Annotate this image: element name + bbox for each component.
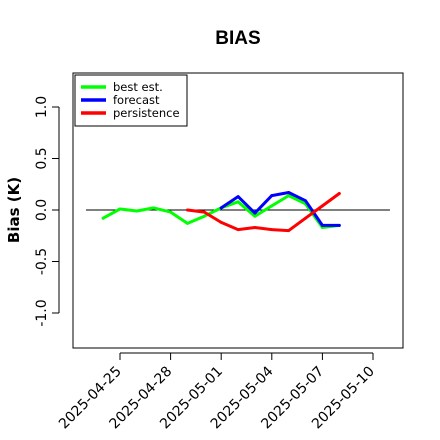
data-point-best-est [186, 221, 189, 225]
y-tick-label: 0.0 [34, 199, 50, 221]
data-point-best-est [287, 194, 291, 197]
data-point-best-est [118, 207, 122, 211]
x-axis: 2025-04-252025-04-282025-05-012025-05-04… [56, 352, 378, 432]
chart-title: BIAS [215, 28, 260, 49]
data-point-best-est [101, 216, 105, 220]
data-point-forecast [270, 194, 274, 197]
y-tick-label: -0.5 [34, 248, 50, 275]
data-point-persistence [287, 229, 291, 233]
data-point-forecast [287, 191, 291, 194]
data-point-persistence [219, 220, 223, 224]
data-point-persistence [186, 208, 189, 212]
y-tick-label: 0.5 [34, 147, 50, 169]
data-point-best-est [169, 210, 173, 214]
y-tick-label: -1.0 [34, 299, 50, 326]
data-point-forecast [304, 199, 307, 203]
data-point-best-est [202, 214, 206, 218]
data-point-best-est [135, 209, 139, 213]
data-point-forecast [321, 224, 324, 227]
data-point-best-est [152, 206, 156, 210]
data-point-forecast [337, 224, 341, 227]
y-tick-label: 1.0 [34, 96, 50, 118]
data-point-persistence [270, 228, 274, 231]
data-point-persistence [337, 192, 341, 195]
series-line-persistence [186, 192, 341, 233]
plot-area-frame [72, 72, 404, 349]
data-point-best-est [253, 214, 257, 218]
series-line-forecast [219, 191, 341, 227]
y-axis: -1.0 -0.5 0.0 0.5 1.0 [34, 96, 60, 327]
legend-label: persistence [113, 106, 180, 120]
data-point-persistence [236, 228, 240, 231]
legend-label: forecast [113, 93, 160, 107]
data-point-forecast [219, 206, 223, 210]
data-point-forecast [236, 195, 240, 199]
data-point-best-est [270, 204, 274, 208]
data-point-persistence [253, 226, 257, 229]
data-point-persistence [321, 204, 324, 208]
data-point-best-est [236, 200, 240, 204]
series-lines [101, 191, 341, 233]
data-point-persistence [304, 216, 307, 220]
data-point-forecast [253, 211, 257, 215]
data-point-persistence [202, 210, 206, 214]
y-axis-label: Bias (K) [5, 177, 23, 243]
legend-label: best est. [113, 80, 163, 94]
